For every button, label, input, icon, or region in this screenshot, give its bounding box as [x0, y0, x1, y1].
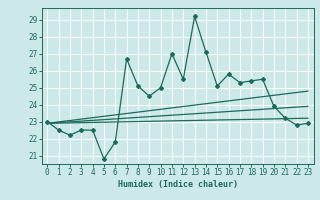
X-axis label: Humidex (Indice chaleur): Humidex (Indice chaleur): [118, 180, 237, 189]
